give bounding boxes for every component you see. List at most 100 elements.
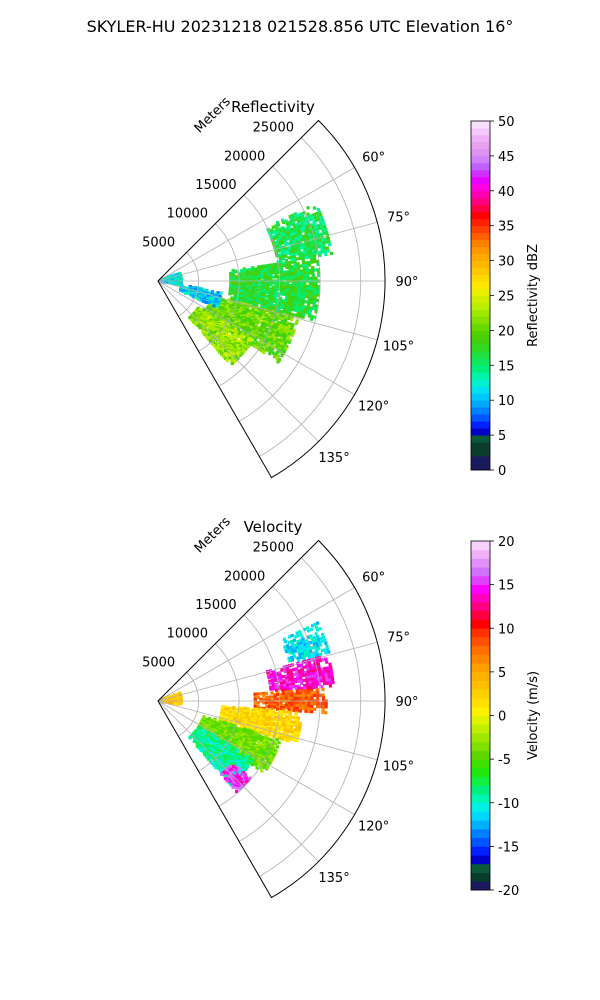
echo-cell: [254, 276, 258, 280]
echo-cell: [287, 316, 291, 321]
echo-cell: [273, 355, 277, 359]
echo-cell: [260, 288, 264, 292]
echo-cell: [223, 736, 227, 740]
echo-cell: [295, 709, 300, 713]
echo-cell: [304, 709, 308, 713]
echo-cell: [296, 719, 300, 723]
echo-cell: [251, 716, 255, 720]
echo-cell: [308, 655, 312, 660]
echo-cell: [315, 635, 319, 639]
echo-cell: [299, 264, 303, 268]
echo-field: [159, 621, 335, 794]
echo-cell: [237, 767, 241, 771]
echo-cell: [324, 228, 328, 232]
echo-cell: [276, 354, 280, 358]
echo-cell: [282, 730, 286, 735]
echo-cell: [262, 294, 266, 298]
echo-cell: [288, 330, 293, 334]
echo-cell: [269, 301, 273, 305]
echo-cell: [267, 703, 271, 707]
echo-cell: [303, 228, 307, 232]
echo-cell: [302, 287, 307, 291]
azimuth-tick-label: 105°: [383, 339, 414, 354]
echo-cell: [298, 709, 302, 713]
echo-cell: [303, 248, 307, 252]
echo-cell: [303, 237, 307, 241]
echo-cell: [210, 290, 215, 294]
echo-cell: [236, 333, 240, 337]
echo-cell: [200, 726, 204, 730]
echo-cell: [209, 322, 213, 326]
echo-cell: [316, 208, 320, 212]
echo-cell: [263, 746, 267, 751]
echo-cell: [279, 679, 283, 684]
echo-cell: [280, 272, 284, 277]
echo-cell: [270, 719, 274, 723]
echo-cell: [264, 720, 268, 724]
echo-cell: [272, 672, 276, 676]
echo-cell: [283, 728, 287, 732]
echo-cell: [268, 742, 272, 746]
echo-cell: [248, 756, 252, 760]
echo-cell: [313, 645, 317, 649]
echo-cell: [256, 344, 260, 348]
echo-cell: [313, 301, 317, 305]
echo-cell: [269, 316, 273, 320]
echo-cell: [275, 738, 279, 742]
echo-cell: [289, 241, 293, 245]
echo-cell: [266, 760, 270, 764]
echo-cell: [304, 696, 308, 700]
echo-cell: [231, 331, 235, 335]
echo-cell: [285, 249, 290, 253]
echo-cell: [315, 251, 319, 255]
echo-cell: [266, 753, 270, 757]
echo-cell: [255, 327, 260, 332]
echo-cell: [242, 725, 246, 729]
echo-cell: [294, 250, 298, 254]
echo-cell: [293, 262, 297, 266]
echo-cell: [279, 714, 284, 718]
echo-cell: [251, 761, 256, 765]
echo-cell: [266, 275, 270, 279]
echo-cell: [271, 269, 275, 273]
echo-cell: [257, 281, 261, 285]
echo-cell: [255, 315, 259, 319]
echo-cell: [292, 638, 296, 642]
echo-cell: [274, 327, 278, 331]
echo-cell: [298, 230, 302, 234]
echo-cell: [285, 667, 289, 671]
echo-cell: [256, 759, 260, 763]
echo-cell: [267, 348, 271, 352]
echo-cell: [326, 647, 330, 651]
echo-cell: [288, 322, 292, 326]
echo-cell: [251, 711, 255, 715]
echo-cell: [310, 710, 314, 714]
echo-cell: [312, 642, 316, 646]
echo-cell: [193, 322, 198, 326]
echo-cell: [314, 685, 318, 689]
echo-cell: [270, 707, 274, 711]
echo-cell: [278, 244, 282, 248]
echo-cell: [291, 288, 295, 292]
echo-cell: [296, 262, 300, 266]
echo-cell: [284, 701, 289, 705]
echo-cell: [285, 321, 290, 325]
echo-cell: [260, 769, 264, 773]
echo-cell: [307, 300, 311, 304]
echo-cell: [207, 301, 211, 305]
echo-cell: [260, 281, 264, 285]
echo-cell: [281, 317, 285, 321]
echo-cell: [256, 748, 260, 752]
echo-cell: [258, 721, 262, 725]
echo-cell: [270, 750, 274, 754]
echo-cell: [289, 238, 293, 243]
echo-cell: [268, 346, 272, 350]
echo-cell: [298, 669, 302, 673]
echo-cell: [326, 236, 330, 241]
colorbar-swatch: [471, 197, 490, 206]
echo-cell: [256, 265, 260, 269]
echo-cell: [291, 248, 295, 252]
echo-cell: [231, 726, 235, 730]
echo-cell: [251, 274, 256, 278]
echo-cell: [268, 681, 272, 685]
